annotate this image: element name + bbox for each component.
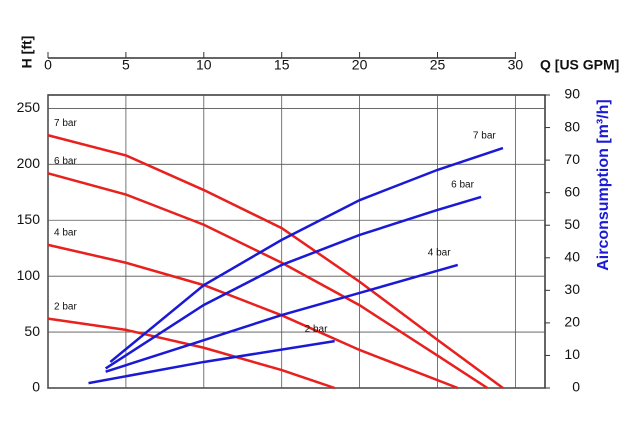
x-tick-label: 15 (274, 57, 290, 73)
curve-label: 2 bar (305, 324, 328, 335)
x-tick-label: 10 (196, 57, 212, 73)
curve (105, 263, 459, 373)
y-tick-label: 100 (17, 267, 41, 283)
y2-tick-label: 0 (572, 379, 580, 395)
x-tick-label: 25 (430, 57, 446, 73)
curve (47, 172, 489, 390)
x-axis-label: Q [US GPM] (540, 57, 619, 73)
y2-tick-label: 20 (564, 314, 580, 330)
x-tick-label: 30 (508, 57, 524, 73)
curve-label: 7 bar (54, 118, 77, 129)
curve-label: 7 bar (473, 131, 496, 142)
plot-frame (47, 94, 546, 389)
x-tick-label: 0 (44, 57, 52, 73)
y2-tick-label: 50 (564, 216, 580, 232)
y-tick-label: 250 (17, 99, 41, 115)
y-tick-label: 200 (17, 155, 41, 171)
x-tick-label: 20 (352, 57, 368, 73)
y2-tick-label: 40 (564, 248, 580, 264)
y2-tick-label: 70 (564, 151, 580, 167)
curve-label: 6 bar (451, 180, 474, 191)
curve (104, 195, 482, 370)
y2-tick-label: 90 (564, 86, 580, 102)
curve (47, 243, 459, 390)
y2-tick-label: 30 (564, 281, 580, 297)
y-tick-label: 50 (24, 323, 40, 339)
y-tick-label: 150 (17, 211, 41, 227)
y2-tick-label: 80 (564, 118, 580, 134)
curve-label: 6 bar (54, 156, 77, 167)
y2-tick-label: 60 (564, 183, 580, 199)
curve (109, 146, 504, 363)
curve (47, 134, 504, 390)
y-axis-label: H [ft] (19, 36, 35, 69)
curve-label: 4 bar (54, 227, 77, 238)
y2-axis-label: Airconsumption [m³/h] (595, 99, 612, 271)
curve-label: 4 bar (428, 248, 451, 259)
y2-tick-label: 10 (564, 346, 580, 362)
y-tick-label: 0 (32, 379, 40, 395)
curve-label: 2 bar (54, 301, 77, 312)
curve (47, 317, 336, 390)
curve (88, 339, 335, 385)
x-tick-label: 5 (122, 57, 130, 73)
